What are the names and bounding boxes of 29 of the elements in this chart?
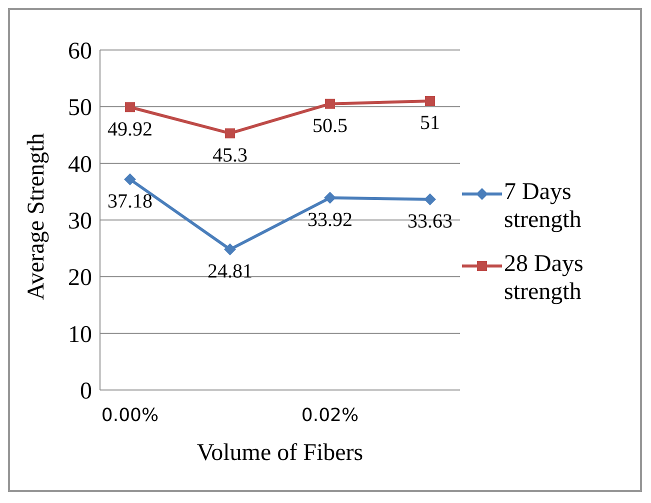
data-label: 33.92 <box>308 208 352 231</box>
point <box>424 193 436 206</box>
x-axis-title: Volume of Fibers <box>196 440 364 466</box>
point <box>125 102 135 112</box>
y-tick-label: 20 <box>68 265 92 292</box>
point <box>425 96 435 106</box>
data-label: 37.18 <box>108 190 152 213</box>
y-tick-label: 0 <box>80 378 92 405</box>
x-tick-label: 0.02% <box>301 404 359 426</box>
point <box>225 128 235 138</box>
y-tick-label: 30 <box>68 208 92 235</box>
data-label: 33.63 <box>408 210 452 233</box>
legend-label: 28 Days strength <box>504 250 584 306</box>
y-tick-label: 10 <box>68 322 92 348</box>
data-label: 24.81 <box>208 260 252 283</box>
y-tick-label: 50 <box>68 95 92 122</box>
data-label: 49.92 <box>108 118 152 140</box>
x-tick-label: 0.00% <box>101 404 159 426</box>
data-label: 51 <box>420 112 440 134</box>
point <box>325 98 335 109</box>
y-axis-title: Average Strength <box>24 133 50 300</box>
data-label: 50.5 <box>312 115 348 138</box>
point <box>124 173 136 186</box>
point <box>324 192 336 204</box>
legend-label: 7 Days strength <box>504 178 582 234</box>
y-tick-label: 60 <box>68 38 92 65</box>
data-label: 45.3 <box>212 144 248 166</box>
point <box>224 243 236 256</box>
y-tick-label: 40 <box>68 152 92 178</box>
